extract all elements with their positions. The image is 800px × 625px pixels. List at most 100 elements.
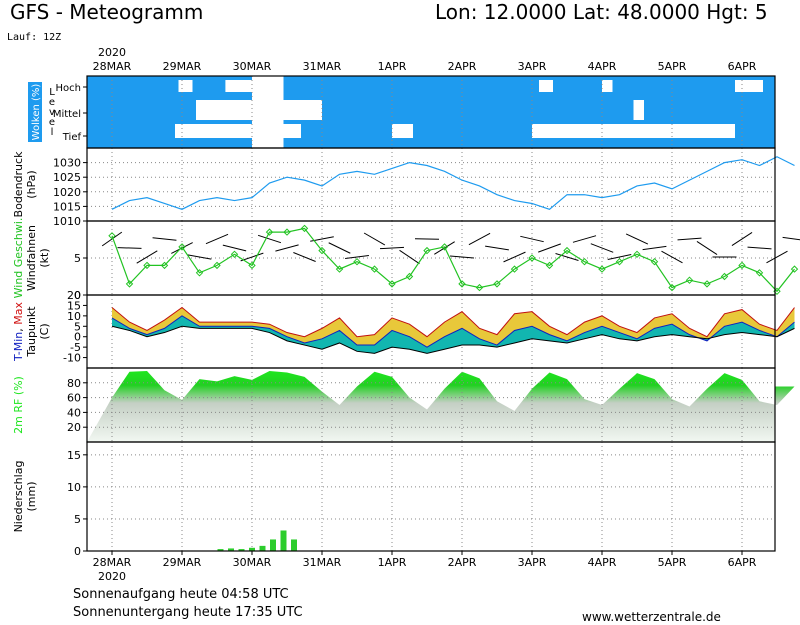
sunrise-text: Sonnenaufgang heute 04:58 UTC [73, 587, 289, 602]
wind-point [458, 280, 466, 288]
y-tick-label: 40 [67, 406, 81, 419]
precip-bar [228, 548, 234, 551]
axis-label: Niederschlag [12, 461, 25, 533]
humidity-area [87, 370, 795, 442]
precip-bar [291, 539, 297, 551]
wind-barb [625, 233, 649, 245]
y-tick-label: 0 [74, 289, 81, 302]
axis-label: Bodendruck [12, 151, 25, 218]
wind-barb [379, 246, 405, 250]
x-tick-label-bottom: 28MAR [93, 556, 132, 569]
cloud-patch [539, 80, 553, 92]
wind-barb [328, 242, 351, 254]
wind-barb [572, 235, 597, 243]
y-tick-label: 10 [67, 310, 81, 323]
wind-barb [152, 237, 177, 241]
x-tick-label-bottom: 2APR [448, 556, 477, 569]
level-label: Tief [62, 132, 82, 143]
wind-point [353, 257, 361, 266]
y-tick-label: 5 [74, 513, 81, 526]
y-tick-label: 80 [67, 377, 81, 390]
precip-bar [259, 545, 266, 551]
wind-barb [696, 241, 718, 255]
x-tick-label-top: 31MAR [303, 60, 342, 73]
wind-point [703, 280, 711, 288]
y-tick-label: 5 [74, 320, 81, 333]
wind-point [370, 265, 379, 273]
x-tick-label-top: 5APR [658, 60, 687, 73]
axis-label-part: , [12, 325, 25, 332]
x-tick-label-top: 29MAR [163, 60, 202, 73]
level-letter: e [49, 97, 55, 108]
precip-bar [249, 547, 255, 551]
cloud-patch [252, 76, 284, 148]
wind-point [283, 228, 291, 236]
wind-point [125, 280, 134, 288]
wind-point [790, 265, 799, 273]
axis-label: (kt) [38, 248, 51, 267]
wind-barb [590, 243, 614, 253]
cloud-patch [532, 124, 735, 138]
wind-barb [661, 250, 683, 264]
wind-barb [766, 250, 788, 264]
wind-speed-line [111, 227, 795, 293]
wind-barb [293, 252, 316, 262]
wind-barb [485, 245, 509, 251]
y-tick-label: 1015 [53, 200, 81, 213]
wind-barb [275, 244, 299, 252]
y-tick-label: 20 [67, 289, 81, 302]
wind-point [423, 246, 431, 255]
wind-point [178, 243, 186, 251]
y-tick-label: 60 [67, 392, 81, 405]
y-tick-label: 15 [67, 299, 81, 312]
wind-barb [240, 252, 264, 262]
x-tick-label-bottom: 5APR [658, 556, 687, 569]
x-tick-label-top: 6APR [728, 60, 757, 73]
wind-point [108, 232, 116, 240]
wind-barb [677, 237, 702, 241]
wind-point [300, 224, 309, 233]
wind-barb [117, 247, 142, 249]
y-tick-label: 1020 [53, 186, 81, 199]
precip-bar [217, 549, 224, 551]
sunset-text: Sonnenuntergang heute 17:35 UTC [73, 605, 303, 620]
wind-barb [642, 245, 667, 251]
model-run-label: Lauf: 12Z [7, 32, 62, 43]
wind-barb [555, 253, 579, 261]
axis-label: Taupunkt [25, 306, 38, 358]
x-tick-label-bottom: 3APR [518, 556, 547, 569]
x-tick-label-bottom: 6APR [728, 556, 757, 569]
wind-barb [468, 232, 491, 246]
wind-point [493, 280, 501, 288]
y-tick-label: 15 [67, 449, 81, 462]
wind-barb [222, 244, 247, 252]
x-tick-label-top: 4APR [588, 60, 617, 73]
cloud-patch [602, 80, 613, 92]
wind-point [405, 272, 414, 281]
location-readout: Lon: 12.0000 Lat: 48.0000 Hgt: 5 [435, 0, 768, 24]
y-tick-label: -10 [63, 352, 81, 365]
wind-barb [503, 251, 526, 263]
y-tick-label: 5 [74, 252, 81, 265]
wind-point [335, 265, 344, 273]
axis-label: 2m RF (%) [12, 376, 25, 434]
level-letter: v [49, 107, 55, 118]
wind-barb [450, 255, 474, 259]
x-tick-label-top: 1APR [378, 60, 407, 73]
wind-point [668, 283, 676, 292]
precip-bar [238, 549, 245, 551]
precip-bar [270, 539, 276, 551]
wind-point [510, 265, 519, 273]
wind-point [685, 276, 694, 284]
wind-barb [257, 234, 282, 244]
wind-barb [136, 250, 158, 264]
axis-label: (mm) [25, 481, 38, 511]
temp-max-line [111, 306, 795, 338]
wind-point [213, 261, 221, 270]
year-label-top: 2020 [98, 46, 126, 59]
axis-label: Windfahnen [25, 225, 38, 291]
wind-point [265, 228, 274, 236]
wind-point [755, 269, 764, 277]
cloud-patch [735, 80, 763, 92]
website-link[interactable]: www.wetterzentrale.de [582, 610, 721, 624]
